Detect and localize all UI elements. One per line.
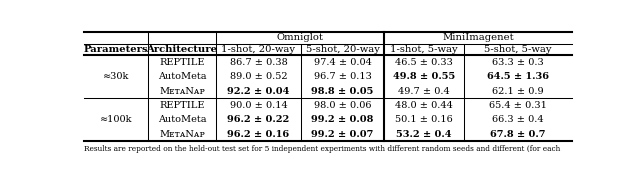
Text: 99.2 ± 0.08: 99.2 ± 0.08	[312, 115, 374, 124]
Text: Architecture: Architecture	[147, 45, 218, 54]
Text: AutoMeta: AutoMeta	[158, 72, 206, 81]
Text: ≈100k: ≈100k	[100, 115, 132, 124]
Text: 90.0 ± 0.14: 90.0 ± 0.14	[230, 101, 287, 110]
Text: 67.8 ± 0.7: 67.8 ± 0.7	[490, 130, 546, 139]
Text: 1-shot, 5-way: 1-shot, 5-way	[390, 45, 458, 54]
Text: 1-shot, 20-way: 1-shot, 20-way	[221, 45, 296, 54]
Text: 92.2 ± 0.04: 92.2 ± 0.04	[227, 87, 290, 96]
Text: MiniImagenet: MiniImagenet	[442, 33, 514, 42]
Text: MᴇᴛᴀNᴀᴘ: MᴇᴛᴀNᴀᴘ	[159, 87, 205, 96]
Text: MᴇᴛᴀNᴀᴘ: MᴇᴛᴀNᴀᴘ	[159, 130, 205, 139]
Text: 65.4 ± 0.31: 65.4 ± 0.31	[489, 101, 547, 110]
Text: REPTILE: REPTILE	[159, 101, 205, 110]
Text: ≈30k: ≈30k	[103, 72, 129, 81]
Text: Parameters: Parameters	[84, 45, 148, 54]
Text: 53.2 ± 0.4: 53.2 ± 0.4	[396, 130, 452, 139]
Text: 46.5 ± 0.33: 46.5 ± 0.33	[395, 58, 453, 67]
Text: 98.0 ± 0.06: 98.0 ± 0.06	[314, 101, 371, 110]
Text: 96.2 ± 0.22: 96.2 ± 0.22	[227, 115, 289, 124]
Text: 96.2 ± 0.16: 96.2 ± 0.16	[227, 130, 289, 139]
Text: Omniglot: Omniglot	[276, 33, 323, 42]
Text: 49.8 ± 0.55: 49.8 ± 0.55	[393, 72, 455, 81]
Text: REPTILE: REPTILE	[159, 58, 205, 67]
Text: 5-shot, 5-way: 5-shot, 5-way	[484, 45, 552, 54]
Text: 66.3 ± 0.4: 66.3 ± 0.4	[492, 115, 543, 124]
Text: 5-shot, 20-way: 5-shot, 20-way	[306, 45, 380, 54]
Text: 89.0 ± 0.52: 89.0 ± 0.52	[230, 72, 287, 81]
Text: 50.1 ± 0.16: 50.1 ± 0.16	[395, 115, 452, 124]
Text: 86.7 ± 0.38: 86.7 ± 0.38	[230, 58, 287, 67]
Text: 48.0 ± 0.44: 48.0 ± 0.44	[395, 101, 453, 110]
Text: Results are reported on the held-out test set for 5 independent experiments with: Results are reported on the held-out tes…	[84, 145, 560, 153]
Text: 98.8 ± 0.05: 98.8 ± 0.05	[312, 87, 374, 96]
Text: 63.3 ± 0.3: 63.3 ± 0.3	[492, 58, 544, 67]
Text: 97.4 ± 0.04: 97.4 ± 0.04	[314, 58, 372, 67]
Text: 96.7 ± 0.13: 96.7 ± 0.13	[314, 72, 372, 81]
Text: 64.5 ± 1.36: 64.5 ± 1.36	[487, 72, 549, 81]
Text: 49.7 ± 0.4: 49.7 ± 0.4	[398, 87, 450, 96]
Text: 99.2 ± 0.07: 99.2 ± 0.07	[312, 130, 374, 139]
Text: AutoMeta: AutoMeta	[158, 115, 206, 124]
Text: 62.1 ± 0.9: 62.1 ± 0.9	[492, 87, 543, 96]
